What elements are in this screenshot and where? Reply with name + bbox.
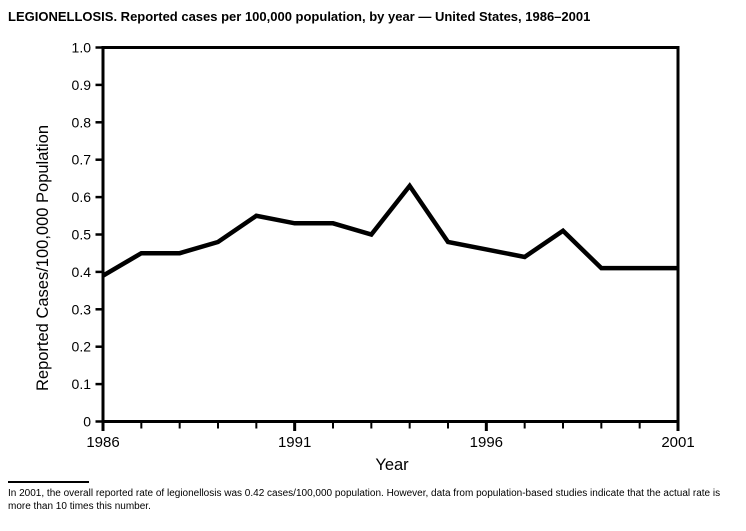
y-tick-label: 0.2 [72,339,92,355]
y-tick-label: 0.4 [72,264,92,280]
y-axis-title: Reported Cases/100,000 Population [34,125,52,391]
plot-border [101,46,680,423]
y-tick-label: 0 [83,414,91,430]
footnote-divider [8,481,89,483]
footnote-text: In 2001, the overall reported rate of le… [8,488,721,512]
y-tick-label: 0.9 [72,77,92,93]
y-tick-label: 0.6 [72,189,92,205]
x-tick-label: 1986 [86,434,119,451]
y-tick-label: 0.8 [72,114,92,130]
y-tick-label: 0.3 [72,301,92,317]
x-tick-label: 2001 [661,434,694,451]
x-tick-label: 1991 [278,434,311,451]
y-tick-label: 1.0 [72,40,92,56]
chart-title: LEGIONELLOSIS. Reported cases per 100,00… [8,9,591,24]
x-axis: 1986 1991 1996 2001 [86,423,695,451]
y-tick-label: 0.5 [72,227,92,243]
data-line-series [101,182,678,278]
x-axis-title: Year [375,456,409,474]
y-tick-label: 0.7 [72,152,92,168]
x-tick-label: 1996 [470,434,503,451]
y-axis: 0 0.1 0.2 0.3 0.4 0.5 0.6 0.7 0.8 0.9 1.0 [72,40,102,430]
y-tick-label: 0.1 [72,376,92,392]
line-chart: 0 0.1 0.2 0.3 0.4 0.5 0.6 0.7 0.8 0.9 1.0 1986 1991… [34,40,695,475]
